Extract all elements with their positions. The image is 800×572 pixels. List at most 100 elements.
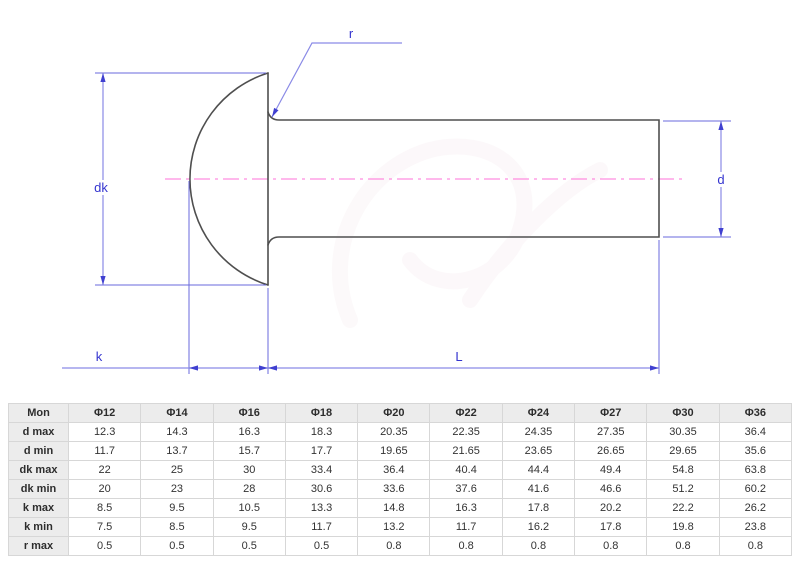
spec-table: Mon Φ12 Φ14 Φ16 Φ18 Φ20 Φ22 Φ24 Φ27 Φ30 Φ36 d max 12… <box>8 403 793 556</box>
table-cell: 30.35 <box>646 422 720 442</box>
table-cell: 20.35 <box>357 422 431 442</box>
table-cell: 9.5 <box>212 517 286 537</box>
table-cell: 8.5 <box>67 498 142 518</box>
corner-header: Mon <box>8 403 69 423</box>
table-cell: 40.4 <box>429 460 503 480</box>
dimension-d: d <box>663 120 731 238</box>
table-cell: 0.8 <box>574 536 648 556</box>
table-cell: 33.4 <box>284 460 359 480</box>
table-cell: 35.6 <box>718 441 793 461</box>
table-cell: 29.65 <box>646 441 720 461</box>
table-cell: 11.7 <box>284 517 359 537</box>
d-label: d <box>717 172 724 187</box>
table-cell: 17.7 <box>284 441 359 461</box>
table-cell: 10.5 <box>212 498 286 518</box>
table-cell: 0.5 <box>212 536 286 556</box>
table-row: d min 11.7 13.7 15.7 17.7 19.65 21.65 23.65 26.6… <box>8 441 793 461</box>
table-cell: 0.5 <box>67 536 142 556</box>
arrowhead-right-icon <box>259 365 268 371</box>
table-cell: 30.6 <box>284 479 359 499</box>
column-header: Φ24 <box>501 403 576 423</box>
arrowhead-up-icon <box>718 121 724 130</box>
table-cell: 54.8 <box>646 460 720 480</box>
table-cell: 41.6 <box>501 479 576 499</box>
r-leader-line <box>271 42 402 118</box>
table-cell: 11.7 <box>67 441 142 461</box>
arrowhead-leader-icon <box>272 107 279 117</box>
table-cell: 20.2 <box>574 498 648 518</box>
table-cell: 22.2 <box>646 498 720 518</box>
table-cell: 14.3 <box>140 422 214 442</box>
table-row: k min 7.5 8.5 9.5 11.7 13.2 11.7 16.2 17.8 19.8 23… <box>8 517 793 537</box>
table-cell: 0.8 <box>357 536 431 556</box>
r-label: r <box>349 26 354 41</box>
column-header: Φ12 <box>67 403 142 423</box>
table-cell: 16.3 <box>429 498 503 518</box>
table-cell: 0.8 <box>718 536 793 556</box>
column-header: Φ30 <box>646 403 720 423</box>
arrowhead-right-icon <box>650 365 659 371</box>
rivet-technical-drawing: dk r d k L <box>62 26 731 374</box>
table-cell: 13.7 <box>140 441 214 461</box>
dimension-dk: dk <box>88 72 266 286</box>
table-cell: 0.8 <box>501 536 576 556</box>
table-cell: 7.5 <box>67 517 142 537</box>
table-cell: 14.8 <box>357 498 431 518</box>
table-cell: 33.6 <box>357 479 431 499</box>
table-cell: 17.8 <box>501 498 576 518</box>
table-cell: 30 <box>212 460 286 480</box>
arrowhead-left-icon <box>268 365 277 371</box>
table-cell: 26.2 <box>718 498 793 518</box>
table-cell: 20 <box>67 479 142 499</box>
dimension-r: r <box>271 26 402 118</box>
table-cell: 8.5 <box>140 517 214 537</box>
table-cell: 19.65 <box>357 441 431 461</box>
table-row: r max 0.5 0.5 0.5 0.5 0.8 0.8 0.8 0.8 0.8 0.8 <box>8 536 793 556</box>
table-cell: 13.2 <box>357 517 431 537</box>
row-label: d max <box>8 422 69 442</box>
table-cell: 0.8 <box>646 536 720 556</box>
table-cell: 18.3 <box>284 422 359 442</box>
k-label: k <box>96 349 103 364</box>
column-header: Φ20 <box>357 403 431 423</box>
table-cell: 21.65 <box>429 441 503 461</box>
table-cell: 26.65 <box>574 441 648 461</box>
dk-label: dk <box>94 180 108 195</box>
table-row: dk max 22 25 30 33.4 36.4 40.4 44.4 49.4 54.8 63.8 <box>8 460 793 480</box>
arrowhead-down-icon <box>100 276 106 285</box>
table-row: d max 12.3 14.3 16.3 18.3 20.35 22.35 24.35 27.3… <box>8 422 793 442</box>
table-cell: 15.7 <box>212 441 286 461</box>
table-cell: 12.3 <box>67 422 142 442</box>
table-cell: 17.8 <box>574 517 648 537</box>
arrowhead-left-icon <box>189 365 198 371</box>
table-cell: 44.4 <box>501 460 576 480</box>
table-cell: 25 <box>140 460 214 480</box>
spec-table-container: Mon Φ12 Φ14 Φ16 Φ18 Φ20 Φ22 Φ24 Φ27 Φ30 Φ36 d max 12… <box>8 403 793 556</box>
row-label: dk max <box>8 460 69 480</box>
table-cell: 23.65 <box>501 441 576 461</box>
table-cell: 22 <box>67 460 142 480</box>
row-label: k min <box>8 517 69 537</box>
table-cell: 11.7 <box>429 517 503 537</box>
table-cell: 9.5 <box>140 498 214 518</box>
rivet-shank <box>267 111 660 246</box>
arrowhead-down-icon <box>718 228 724 237</box>
column-header: Φ18 <box>284 403 359 423</box>
column-header: Φ27 <box>574 403 648 423</box>
table-cell: 0.8 <box>429 536 503 556</box>
table-cell: 27.35 <box>574 422 648 442</box>
arrowhead-up-icon <box>100 73 106 82</box>
L-label: L <box>455 349 462 364</box>
column-header: Φ14 <box>140 403 214 423</box>
table-cell: 16.2 <box>501 517 576 537</box>
row-label: d min <box>8 441 69 461</box>
table-row: k max 8.5 9.5 10.5 13.3 14.8 16.3 17.8 20.2 22.2 2… <box>8 498 793 518</box>
table-cell: 13.3 <box>284 498 359 518</box>
column-header: Φ16 <box>212 403 286 423</box>
table-header-row: Mon Φ12 Φ14 Φ16 Φ18 Φ20 Φ22 Φ24 Φ27 Φ30 Φ36 <box>8 403 793 423</box>
column-header: Φ36 <box>718 403 793 423</box>
row-label: dk min <box>8 479 69 499</box>
table-cell: 37.6 <box>429 479 503 499</box>
column-header: Φ22 <box>429 403 503 423</box>
dimension-k-L: k L <box>62 181 660 374</box>
